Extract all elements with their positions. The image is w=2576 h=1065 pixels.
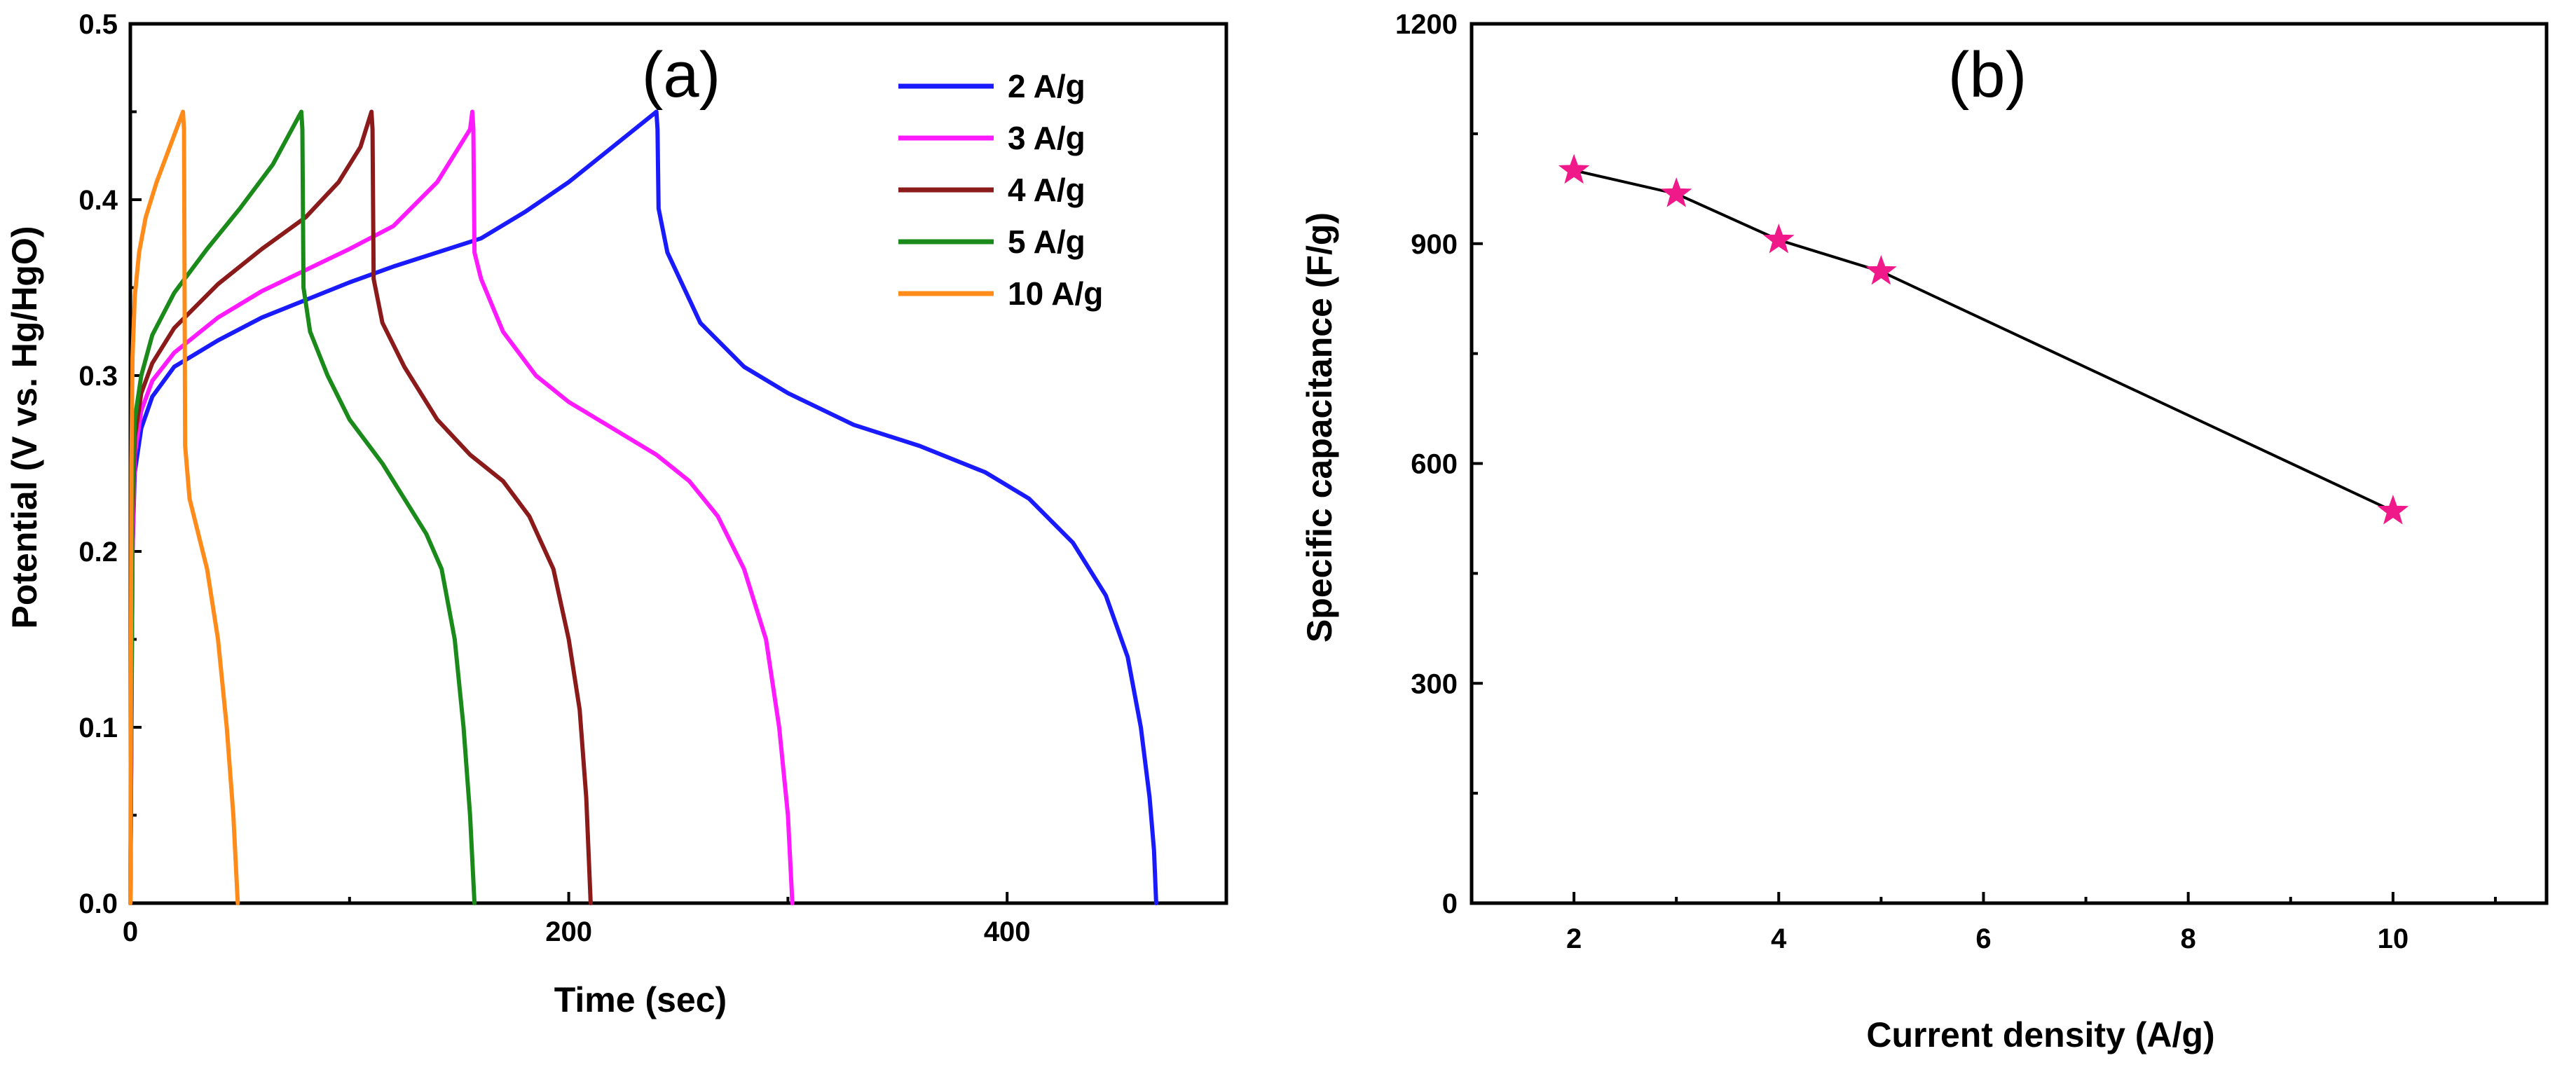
panel-b-y-tick-label: 300: [1411, 668, 1458, 699]
panel-b-specific-capacitance: 2 4 6 8 10 0 300 600 900 1200 (b) Current density…: [1300, 9, 2549, 1054]
panel-a-y-tick-label: 0.3: [78, 361, 118, 392]
series-line-3-a-g: [128, 109, 795, 905]
panel-a-y-axis-title: Potential (V vs. Hg/HgO): [5, 226, 44, 628]
legend-label: 3 A/g: [1008, 120, 1085, 156]
panel-b-x-tick-label: 6: [1975, 923, 1991, 954]
panel-a-ticks: [129, 22, 1009, 905]
series-line-10-a-g: [128, 109, 240, 905]
panel-b-x-tick-label: 10: [2378, 923, 2409, 954]
data-point-star: [1865, 255, 1897, 285]
panel-b-x-tick-label: 8: [2181, 923, 2196, 954]
series-line-2-a-g: [128, 109, 1158, 905]
panel-a-tick-labels: 0 200 400 0.0 0.1 0.2 0.3 0.4 0.5: [78, 9, 1030, 947]
legend-label: 5 A/g: [1008, 224, 1085, 260]
panel-a-y-tick-label: 0.1: [78, 713, 118, 743]
series-line-4-a-g: [128, 109, 593, 905]
panel-b-y-tick-label: 0: [1442, 888, 1458, 919]
panel-b-y-tick-label: 600: [1411, 449, 1458, 480]
legend-label: 2 A/g: [1008, 68, 1085, 104]
panel-a-x-axis-title: Time (sec): [554, 980, 727, 1019]
panel-b-x-tick-label: 4: [1771, 923, 1787, 954]
panel-a-y-tick-label: 0.5: [78, 9, 118, 40]
panel-a-label: (a): [642, 39, 720, 111]
panel-b-label: (b): [1948, 39, 2027, 111]
panel-b-tick-labels: 2 4 6 8 10 0 300 600 900 1200: [1395, 9, 2409, 954]
panel-a-galvanostatic-charge-discharge: 0 200 400 0.0 0.1 0.2 0.3 0.4 0.5 (a) Time (sec)…: [5, 9, 1228, 1019]
panel-b-y-axis-title: Specific capacitance (F/g): [1300, 212, 1339, 643]
panel-a-y-tick-label: 0.4: [78, 185, 118, 216]
data-point-star: [2377, 495, 2409, 525]
panel-a-x-tick-label: 200: [545, 916, 592, 947]
capacitance-line: [1573, 169, 2394, 513]
panel-b-x-axis-title: Current density (A/g): [1866, 1015, 2214, 1054]
legend-label: 10 A/g: [1008, 275, 1103, 312]
data-point-star: [1660, 177, 1692, 207]
panel-b-x-tick-label: 2: [1566, 923, 1582, 954]
panel-b-line: [1573, 169, 2394, 513]
panel-b-markers: [1558, 153, 2409, 525]
panel-a-curves: [128, 109, 1158, 905]
data-point-star: [1558, 153, 1590, 184]
panel-a-y-tick-label: 0.2: [78, 537, 118, 568]
panel-a-x-tick-label: 400: [984, 916, 1031, 947]
panel-a-y-tick-label: 0.0: [78, 888, 118, 919]
panel-b-y-tick-label: 1200: [1395, 9, 1458, 40]
panel-b-y-tick-label: 900: [1411, 229, 1458, 260]
series-line-5-a-g: [128, 109, 477, 905]
panel-a-x-tick-label: 0: [123, 916, 138, 947]
panel-a-legend: 2 A/g 3 A/g 4 A/g 5 A/g 10 A/g: [898, 68, 1103, 312]
panel-b-plot-frame: [1469, 22, 2549, 905]
legend-label: 4 A/g: [1008, 172, 1085, 208]
data-point-star: [1763, 224, 1795, 254]
panel-b-ticks: [1472, 22, 2497, 905]
